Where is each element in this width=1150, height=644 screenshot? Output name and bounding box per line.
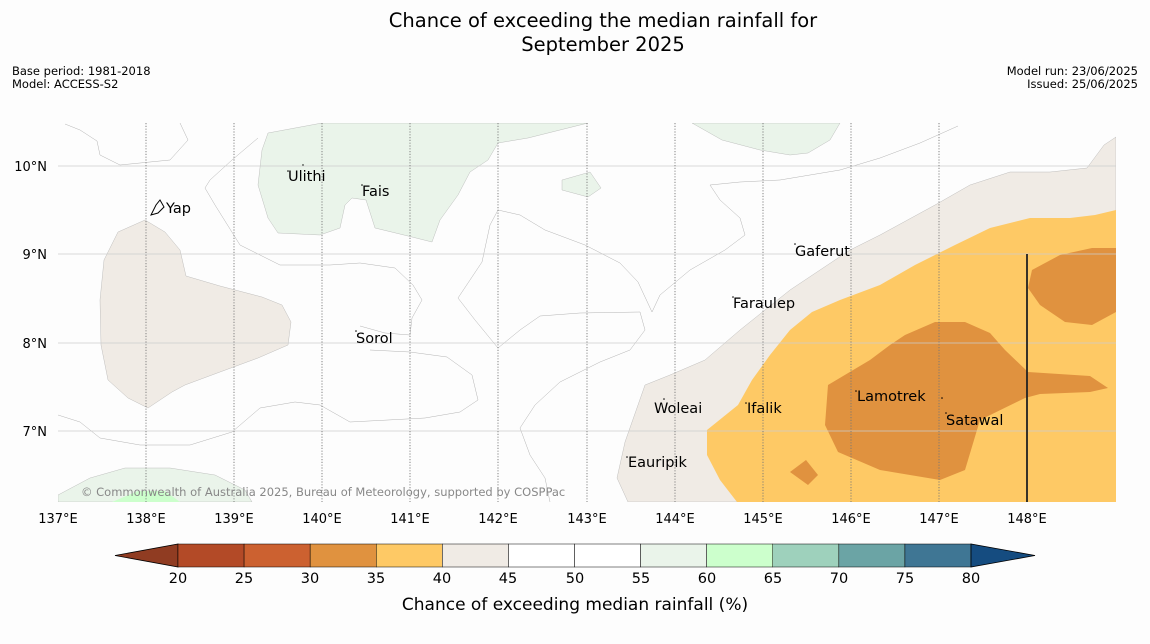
- lon-label: 146°E: [831, 512, 871, 527]
- lat-label: 9°N: [23, 248, 48, 263]
- colorbar-tick: 70: [830, 571, 848, 587]
- colorbar-swatch: [508, 543, 575, 568]
- lat-labels: 10°N 9°N 8°N 7°N: [14, 160, 47, 440]
- orange-region-30-35-east: [1028, 248, 1116, 325]
- green-region-south: [58, 467, 253, 502]
- colorbar-tick: 30: [301, 571, 319, 587]
- colorbar-ticks: 20 25 30 35 40 45 50 55 60 65 70 75 80: [169, 571, 980, 587]
- place-label-faraulep: Faraulep: [733, 296, 795, 312]
- colorbar-tick: 45: [499, 571, 517, 587]
- colorbar-swatch: [904, 543, 972, 568]
- colorbar-tick: 60: [698, 571, 716, 587]
- colorbar-tick: 20: [169, 571, 187, 587]
- place-label-satawal: Satawal: [946, 413, 1003, 429]
- meta-right: Model run: 23/06/2025 Issued: 25/06/2025: [1007, 65, 1138, 91]
- colorbar-swatch: [309, 543, 377, 568]
- island-dots: [287, 164, 947, 458]
- lat-label: 7°N: [23, 425, 48, 440]
- green-region-small: [561, 171, 602, 198]
- lon-label: 144°E: [655, 512, 695, 527]
- model-name: Model: ACCESS-S2: [12, 77, 119, 91]
- contour-lines: [58, 123, 959, 502]
- beige-region-west: [99, 219, 292, 409]
- copyright-notice: © Commonwealth of Australia 2025, Bureau…: [81, 485, 565, 499]
- colorbar-over-arrow: [970, 543, 1036, 568]
- lon-label: 139°E: [214, 512, 254, 527]
- place-labels: Yap Ulithi Fais Gaferut Faraulep Sorol W…: [165, 169, 1003, 471]
- yap-island-icon: [150, 199, 165, 216]
- lat-label: 10°N: [14, 160, 47, 175]
- green-region-north: [257, 123, 589, 243]
- colorbar-tick: 55: [632, 571, 650, 587]
- place-label-woleai: Woleai: [654, 401, 702, 417]
- lon-label: 141°E: [390, 512, 430, 527]
- colorbar-tick: 50: [566, 571, 584, 587]
- colorbar-tick: 40: [433, 571, 451, 587]
- lon-label: 142°E: [478, 512, 518, 527]
- orange-region-30-35: [825, 322, 1108, 480]
- map-title: Chance of exceeding the median rainfall …: [0, 9, 1150, 57]
- colorbar-swatch: [706, 543, 774, 568]
- lon-label: 137°E: [38, 512, 78, 527]
- place-label-ifalik: Ifalik: [747, 401, 782, 417]
- colorbar-title: Chance of exceeding median rainfall (%): [402, 595, 748, 615]
- colorbar-under-arrow: [114, 543, 179, 568]
- gridlines: [58, 123, 1116, 502]
- model-run: Model run: 23/06/2025: [1006, 64, 1138, 78]
- green-region-ne: [691, 123, 841, 156]
- colorbar-swatch: [243, 543, 311, 568]
- orange-patch-small: [790, 460, 818, 485]
- place-label-eauripik: Eauripik: [628, 455, 687, 471]
- colorbar-swatch: [376, 543, 443, 568]
- base-period: Base period: 1981-2018: [12, 64, 151, 78]
- colorbar-swatch: [640, 543, 707, 568]
- lon-label: 145°E: [743, 512, 783, 527]
- lon-label: 148°E: [1007, 512, 1047, 527]
- title-line-2: September 2025: [521, 33, 685, 56]
- colorbar-tick: 80: [962, 571, 980, 587]
- colorbar-swatch: [574, 543, 641, 568]
- place-label-sorol: Sorol: [356, 331, 393, 347]
- colorbar-swatch: [772, 543, 840, 568]
- title-line-1: Chance of exceeding the median rainfall …: [388, 9, 818, 32]
- colorbar-swatch: [838, 543, 906, 568]
- lat-label: 8°N: [23, 337, 48, 352]
- place-label-yap: Yap: [165, 201, 191, 217]
- colorbar-tick: 25: [235, 571, 253, 587]
- lon-label: 147°E: [919, 512, 959, 527]
- place-label-ulithi: Ulithi: [288, 169, 326, 185]
- lon-label: 140°E: [302, 512, 342, 527]
- colorbar-tick: 65: [764, 571, 782, 587]
- map-shading: [58, 123, 1116, 502]
- colorbar-swatch: [442, 543, 509, 568]
- colorbar-swatch: [177, 543, 245, 568]
- colorbar-tick: 35: [367, 571, 385, 587]
- meta-left: Base period: 1981-2018 Model: ACCESS-S2: [12, 65, 151, 91]
- lon-label: 143°E: [567, 512, 607, 527]
- colorbar-tick: 75: [896, 571, 914, 587]
- issued-date: Issued: 25/06/2025: [1027, 77, 1138, 91]
- lon-labels: 137°E 138°E 139°E 140°E 141°E 142°E 143°…: [38, 512, 1047, 527]
- colorbar: [114, 543, 1036, 568]
- place-label-fais: Fais: [362, 184, 389, 200]
- lon-label: 138°E: [126, 512, 166, 527]
- place-label-gaferut: Gaferut: [795, 244, 850, 260]
- place-label-lamotrek: Lamotrek: [857, 389, 926, 405]
